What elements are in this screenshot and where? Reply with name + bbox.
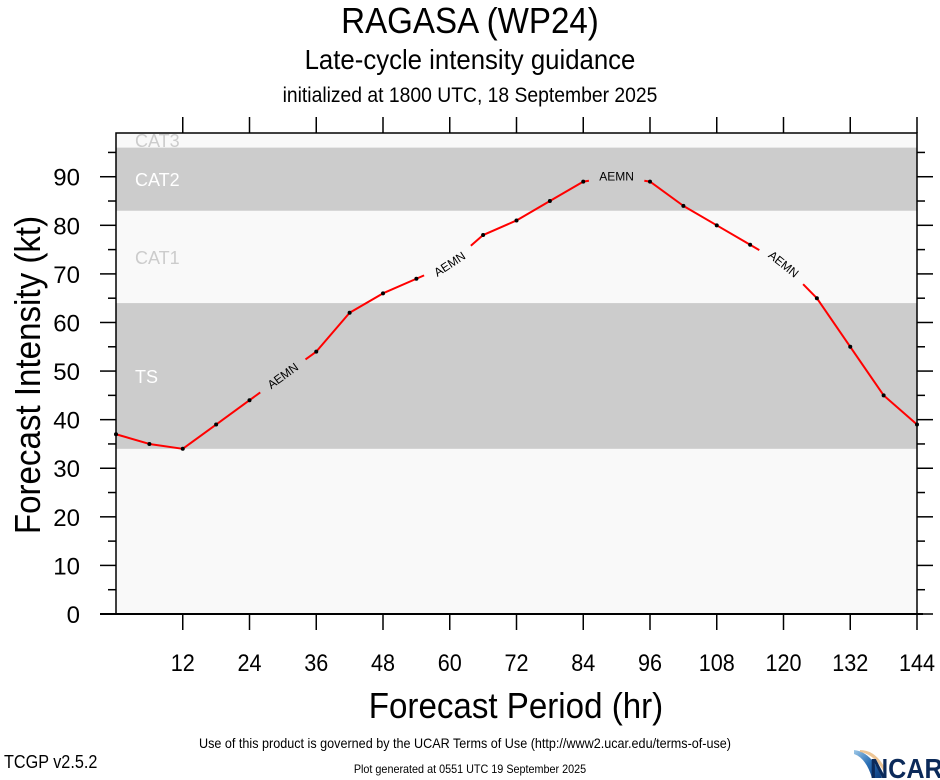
data-point — [147, 441, 152, 446]
data-point — [714, 223, 719, 228]
y-tick-label: 70 — [53, 262, 80, 289]
series-segment — [182, 423, 217, 450]
data-point — [581, 179, 586, 184]
data-point — [881, 393, 886, 398]
series-segment — [149, 442, 183, 450]
data-point — [748, 242, 753, 247]
series-segment — [115, 433, 150, 445]
data-point — [347, 310, 352, 315]
series-segment — [248, 391, 261, 402]
data-point — [648, 179, 652, 184]
chart-title: RAGASA (WP24) — [341, 0, 599, 41]
band-labels: TS CAT1 CAT2 CAT3 — [135, 131, 180, 387]
x-tick-label: 84 — [571, 649, 595, 676]
series-segment — [849, 346, 885, 396]
x-tick-label: 60 — [438, 649, 462, 676]
series-segment — [515, 200, 551, 222]
logo-swoosh-accent-icon — [860, 750, 886, 772]
series-segment — [682, 205, 718, 227]
data-point — [314, 349, 319, 354]
x-tick-label: 72 — [504, 649, 528, 676]
y-tick-label: 20 — [53, 505, 80, 532]
band-cat3 — [116, 133, 917, 148]
logo-swoosh-icon — [854, 750, 882, 778]
initialization-time: initialized at 1800 UTC, 18 September 20… — [282, 84, 658, 107]
y-tick-label: 50 — [53, 359, 80, 386]
x-tick-label: 120 — [765, 649, 801, 676]
version-label: TCGP v2.5.2 — [4, 752, 98, 772]
data-point — [214, 422, 219, 427]
band-label-cat3: CAT3 — [135, 131, 180, 151]
series-segment — [315, 312, 351, 353]
intensity-bands — [116, 133, 917, 614]
data-point — [381, 291, 385, 296]
data-point — [681, 203, 686, 208]
band-cat1 — [116, 210, 917, 304]
y-tick-label: 80 — [53, 213, 80, 240]
axes — [100, 117, 933, 630]
y-tick-label: 30 — [53, 456, 80, 483]
series-segment — [649, 180, 684, 207]
data-point — [247, 398, 252, 403]
terms-of-use: Use of this product is governed by the U… — [199, 735, 731, 751]
series-segment — [470, 234, 484, 247]
series-segment — [215, 399, 251, 426]
x-tick-label: 24 — [237, 649, 261, 676]
y-tick-label: 90 — [53, 165, 80, 192]
data-point — [481, 233, 486, 238]
data-point — [114, 432, 118, 437]
y-tick-label: 10 — [53, 553, 80, 580]
x-tick-label: 96 — [638, 649, 662, 676]
series-segment — [349, 292, 384, 314]
data-point — [547, 199, 552, 204]
tick-labels: 0 10 20 30 40 50 60 70 80 90 12 24 36 48 60 72 84 96 108 12… — [53, 165, 935, 677]
data-point — [514, 218, 519, 223]
y-axis-label: Forecast Intensity (kt) — [9, 216, 49, 534]
x-tick-label: 48 — [371, 649, 395, 676]
x-tick-label: 12 — [171, 649, 195, 676]
data-point — [915, 422, 919, 427]
generated-timestamp: Plot generated at 0551 UTC 19 September … — [353, 762, 587, 776]
band-label-cat1: CAT1 — [135, 248, 180, 268]
band-label-ts: TS — [135, 367, 158, 387]
series-label: AEMN — [599, 170, 634, 184]
series-segment — [549, 180, 584, 202]
x-tick-label: 144 — [899, 649, 935, 676]
series-segment — [382, 277, 417, 295]
y-tick-label: 60 — [53, 310, 80, 337]
series-segment — [716, 224, 751, 246]
y-tick-label: 0 — [67, 602, 80, 629]
data-point — [814, 296, 819, 301]
data-point — [180, 446, 185, 451]
series-segment — [304, 350, 317, 361]
series-segment — [802, 283, 818, 299]
x-axis-label: Forecast Period (hr) — [369, 687, 663, 727]
band-cat2 — [116, 147, 917, 211]
data-point — [414, 276, 419, 281]
series-segment — [482, 219, 517, 236]
series-segment — [882, 394, 918, 426]
chart-subtitle: Late-cycle intensity guidance — [304, 44, 636, 75]
x-tick-label: 108 — [699, 649, 735, 676]
y-tick-label: 40 — [53, 408, 80, 435]
band-ts — [116, 303, 917, 449]
x-tick-label: 132 — [832, 649, 868, 676]
logo-text: NCAR — [870, 753, 940, 780]
data-point — [848, 344, 853, 349]
x-tick-label: 36 — [304, 649, 328, 676]
ncar-logo: NCAR — [854, 750, 940, 780]
band-label-cat2: CAT2 — [135, 170, 180, 190]
series-segment — [816, 297, 852, 348]
